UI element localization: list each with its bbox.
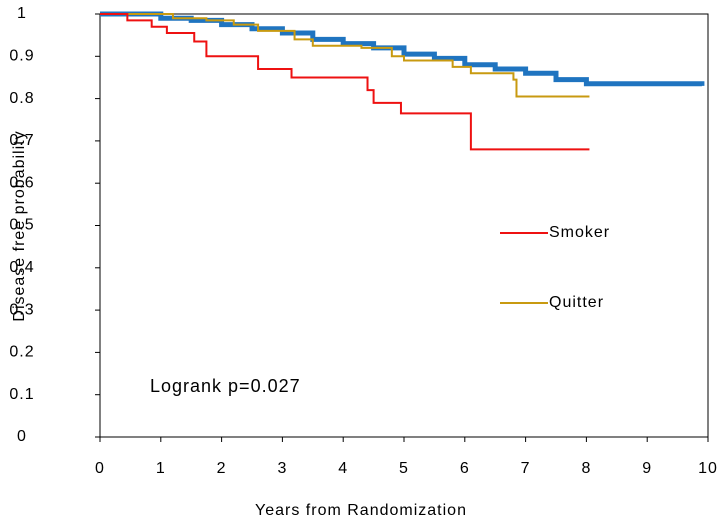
- y-tick-label: 0.2: [9, 344, 34, 361]
- legend-label: Quitter: [549, 294, 604, 311]
- x-tick-label: 8: [581, 460, 591, 477]
- y-tick-label: 0.8: [9, 90, 34, 107]
- y-tick-label: 0.6: [9, 174, 34, 191]
- y-tick-label: 0.1: [9, 386, 34, 403]
- y-tick-label: 0: [17, 428, 27, 445]
- legend-label: Smoker: [549, 224, 610, 241]
- x-tick-label: 10: [698, 460, 718, 477]
- x-tick-label: 6: [460, 460, 470, 477]
- x-tick-label: 3: [277, 460, 287, 477]
- x-tick-label: 0: [95, 460, 105, 477]
- km-curve: [100, 13, 590, 98]
- x-tick-label: 7: [521, 460, 531, 477]
- plot-frame: [99, 13, 709, 438]
- y-tick-label: 0.3: [9, 301, 34, 318]
- x-tick-label: 9: [642, 460, 652, 477]
- x-tick-label: 1: [156, 460, 166, 477]
- y-tick-label: 0.7: [9, 132, 34, 149]
- x-tick-label: 2: [217, 460, 227, 477]
- y-axis-label: Disease free probability: [11, 130, 28, 321]
- y-tick-label: 1: [17, 5, 27, 22]
- y-tick-label: 0.9: [9, 48, 34, 65]
- y-tick-label: 0.4: [9, 259, 34, 276]
- x-axis-label: Years from Randomization: [255, 502, 467, 519]
- km-curve: [100, 13, 590, 151]
- y-tick-label: 0.5: [9, 217, 34, 234]
- x-tick-label: 5: [399, 460, 409, 477]
- x-tick-label: 4: [338, 460, 348, 477]
- annotation: Logrank p=0.027: [150, 376, 301, 396]
- km-curve: [100, 11, 705, 87]
